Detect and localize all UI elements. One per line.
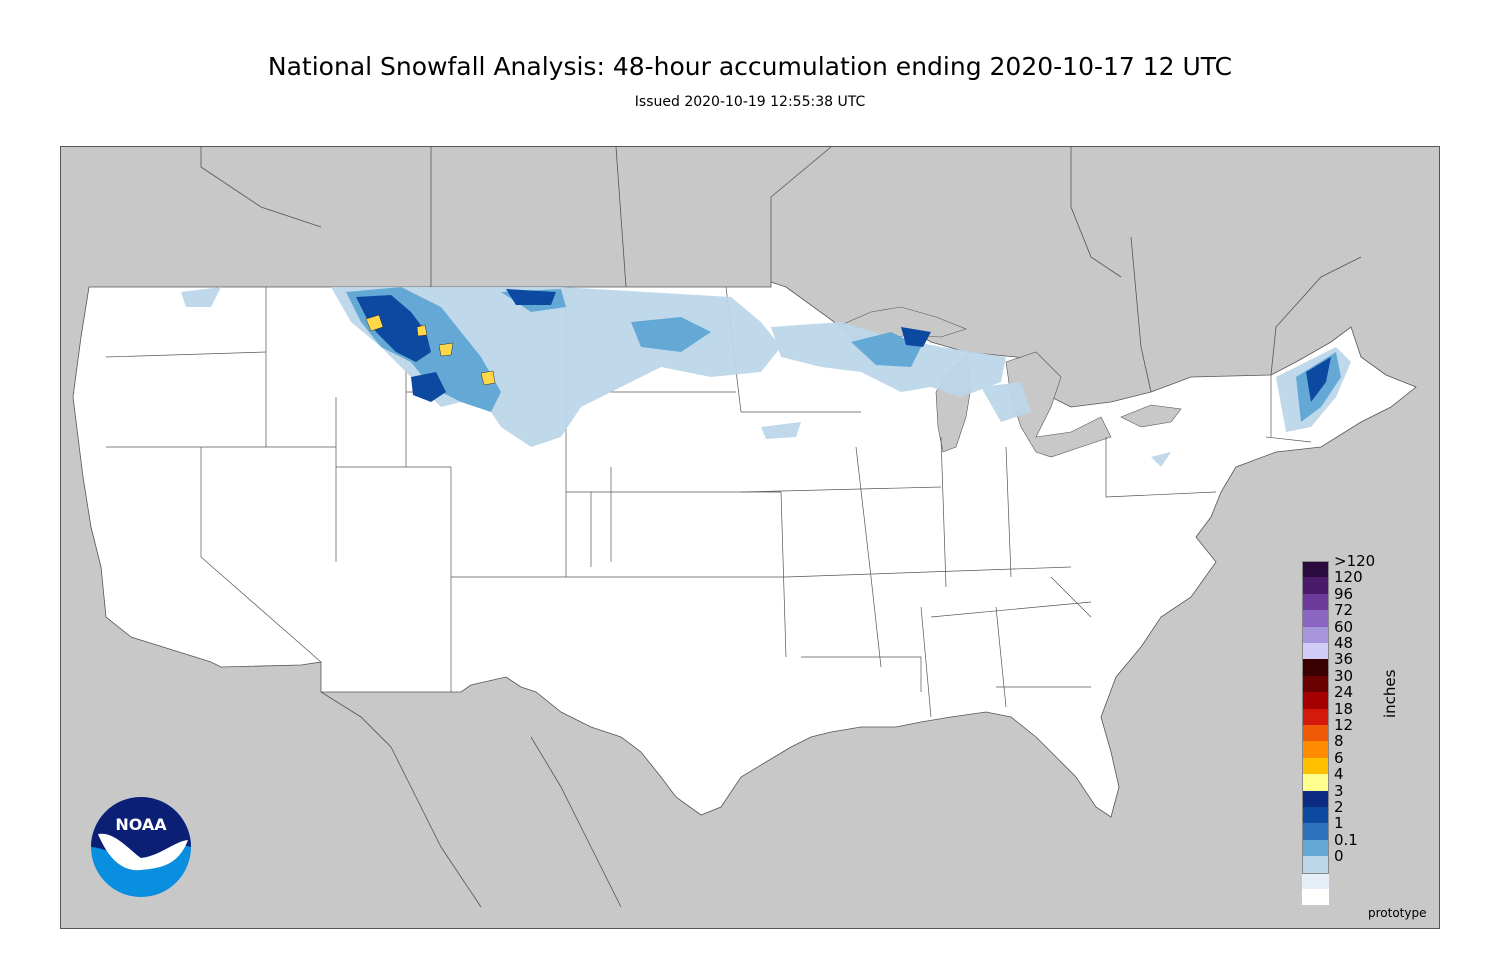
state-borders <box>105 286 1312 718</box>
legend-label: 0.1 <box>1334 830 1358 849</box>
legend-swatch <box>1302 839 1329 857</box>
legend-swatch <box>1302 659 1329 676</box>
legend-swatch <box>1302 725 1329 742</box>
legend-label: 30 <box>1334 666 1354 685</box>
legend-label: >120 <box>1334 552 1376 570</box>
legend-swatch <box>1302 757 1329 775</box>
legend-swatch <box>1302 643 1329 660</box>
international-borders <box>200 147 1362 908</box>
legend-swatch <box>1302 774 1329 791</box>
legend-label: 18 <box>1334 699 1354 718</box>
legend-label: 1 <box>1334 814 1344 833</box>
legend-label: 60 <box>1334 617 1354 636</box>
legend-label: 12 <box>1334 716 1354 734</box>
map-canvas <box>72 147 1417 908</box>
lake-huron-erie <box>1005 351 1112 458</box>
legend-label: 6 <box>1334 748 1344 767</box>
legend-swatch <box>1302 856 1329 873</box>
legend-swatch <box>1302 626 1329 643</box>
legend-swatch <box>1302 741 1329 758</box>
legend-label: 120 <box>1334 568 1363 587</box>
legend-label: 2 <box>1334 798 1344 816</box>
noaa-logo: NOAA <box>91 797 191 897</box>
legend-swatch <box>1302 675 1329 693</box>
legend-label: 96 <box>1334 584 1354 603</box>
legend-units: inches <box>1381 669 1399 718</box>
legend-swatch <box>1302 872 1329 889</box>
legend-label: 3 <box>1334 781 1344 800</box>
snow-heavy <box>356 289 1331 402</box>
snowfall-map <box>60 146 1440 929</box>
legend-label: 8 <box>1334 732 1344 751</box>
legend-swatch <box>1302 593 1329 611</box>
legend-swatch <box>1302 610 1329 627</box>
snow-peak <box>365 314 496 386</box>
legend-label: 24 <box>1334 683 1354 702</box>
legend-swatch <box>1302 889 1329 906</box>
noaa-logo-text: NOAA <box>115 815 167 834</box>
legend-label: 0 <box>1334 847 1344 866</box>
lake-ontario <box>1120 404 1182 428</box>
legend-swatch <box>1302 692 1329 709</box>
legend-swatch <box>1302 823 1329 840</box>
legend-swatch <box>1302 577 1329 594</box>
legend-label: 48 <box>1334 634 1354 652</box>
legend-swatch <box>1302 561 1329 578</box>
prototype-label: prototype <box>1368 906 1427 920</box>
legend-label: 36 <box>1334 650 1354 669</box>
legend-swatch <box>1302 807 1329 824</box>
legend-label: 72 <box>1334 601 1354 620</box>
conus-landmass <box>72 281 1417 818</box>
map-title: National Snowfall Analysis: 48-hour accu… <box>267 52 1233 81</box>
legend-label: 4 <box>1334 765 1344 784</box>
issued-timestamp: Issued 2020-10-19 12:55:38 UTC <box>634 94 866 110</box>
legend-swatch <box>1302 708 1329 725</box>
legend-swatch <box>1302 790 1329 807</box>
